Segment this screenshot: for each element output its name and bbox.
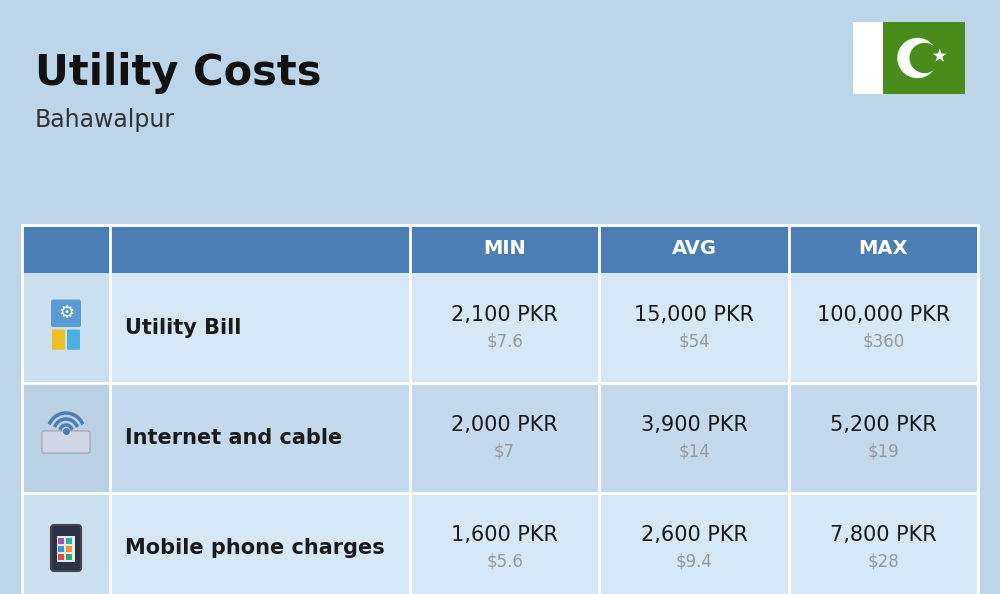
FancyBboxPatch shape <box>51 299 81 327</box>
FancyBboxPatch shape <box>57 536 75 562</box>
Text: 100,000 PKR: 100,000 PKR <box>817 305 950 325</box>
FancyBboxPatch shape <box>58 546 64 552</box>
FancyBboxPatch shape <box>110 493 978 594</box>
Text: Internet and cable: Internet and cable <box>125 428 342 448</box>
Text: 5,200 PKR: 5,200 PKR <box>830 415 937 435</box>
Text: Mobile phone charges: Mobile phone charges <box>125 538 385 558</box>
Polygon shape <box>897 38 938 78</box>
Text: AVG: AVG <box>672 239 716 258</box>
FancyBboxPatch shape <box>22 225 978 273</box>
FancyBboxPatch shape <box>853 22 883 94</box>
Text: 2,000 PKR: 2,000 PKR <box>451 415 558 435</box>
FancyBboxPatch shape <box>110 273 978 383</box>
FancyBboxPatch shape <box>110 383 978 493</box>
Text: Bahawalpur: Bahawalpur <box>35 108 175 132</box>
Text: 7,800 PKR: 7,800 PKR <box>830 525 937 545</box>
FancyBboxPatch shape <box>22 273 110 383</box>
Text: $9.4: $9.4 <box>676 552 712 570</box>
FancyBboxPatch shape <box>22 383 110 493</box>
FancyBboxPatch shape <box>58 538 64 544</box>
Polygon shape <box>933 49 947 62</box>
Text: $28: $28 <box>867 552 899 570</box>
Text: $7.6: $7.6 <box>486 332 523 350</box>
Polygon shape <box>910 43 940 73</box>
FancyBboxPatch shape <box>66 538 72 544</box>
FancyBboxPatch shape <box>42 431 90 453</box>
FancyBboxPatch shape <box>67 330 80 350</box>
FancyBboxPatch shape <box>66 554 72 560</box>
Text: 2,100 PKR: 2,100 PKR <box>451 305 558 325</box>
Text: $7: $7 <box>494 442 515 460</box>
Text: $54: $54 <box>678 332 710 350</box>
FancyBboxPatch shape <box>66 546 72 552</box>
Text: Utility Bill: Utility Bill <box>125 318 241 338</box>
FancyBboxPatch shape <box>22 493 110 594</box>
Text: 2,600 PKR: 2,600 PKR <box>641 525 747 545</box>
Text: MAX: MAX <box>859 239 908 258</box>
FancyBboxPatch shape <box>883 22 965 94</box>
Text: $19: $19 <box>867 442 899 460</box>
FancyBboxPatch shape <box>52 330 65 350</box>
Text: 15,000 PKR: 15,000 PKR <box>634 305 754 325</box>
Text: MIN: MIN <box>483 239 526 258</box>
FancyBboxPatch shape <box>51 525 81 571</box>
Text: $14: $14 <box>678 442 710 460</box>
FancyBboxPatch shape <box>58 554 64 560</box>
Text: ⚙: ⚙ <box>58 304 74 323</box>
Text: $5.6: $5.6 <box>486 552 523 570</box>
Text: 3,900 PKR: 3,900 PKR <box>641 415 747 435</box>
Text: Utility Costs: Utility Costs <box>35 52 322 94</box>
Text: $360: $360 <box>862 332 904 350</box>
Text: 1,600 PKR: 1,600 PKR <box>451 525 558 545</box>
